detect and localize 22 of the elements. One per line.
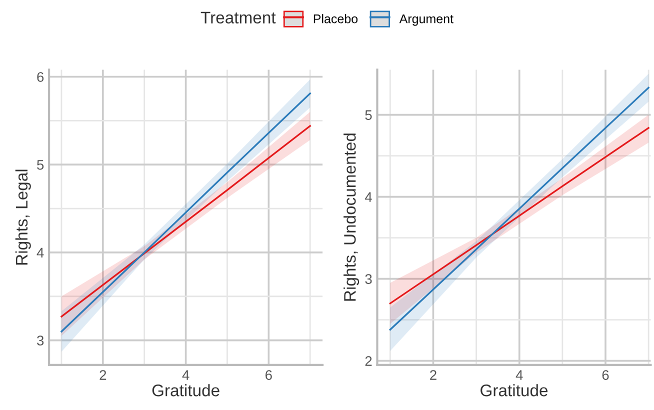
x-tick-label: 6 xyxy=(602,370,609,380)
x-tick-label: 6 xyxy=(266,370,272,380)
legend-title: Treatment xyxy=(200,12,276,24)
y-tick-label: 4 xyxy=(364,192,372,202)
y-tick-label: 5 xyxy=(365,110,372,120)
x-tick-label: 2 xyxy=(100,370,106,380)
x-tick-label: 4 xyxy=(516,370,523,380)
y-tick-label: 3 xyxy=(36,336,44,346)
x-axis-title: Gratitude xyxy=(152,384,220,396)
y-tick-label: 5 xyxy=(37,160,44,170)
y-tick-label: 3 xyxy=(365,274,372,284)
legend-label: Argument xyxy=(399,14,454,26)
x-axis-title: Gratitude xyxy=(480,384,548,396)
y-tick-label: 4 xyxy=(36,248,44,258)
x-tick-label: 4 xyxy=(182,370,190,380)
y-tick-label: 6 xyxy=(37,72,44,82)
line-series xyxy=(389,127,650,304)
y-axis-title: Rights, Undocumented xyxy=(344,134,360,301)
y-tick-label: 2 xyxy=(365,356,372,366)
x-tick-label: 2 xyxy=(430,370,436,380)
legend-label: Placebo xyxy=(314,14,358,24)
y-axis-title: Rights, Legal xyxy=(15,170,31,265)
